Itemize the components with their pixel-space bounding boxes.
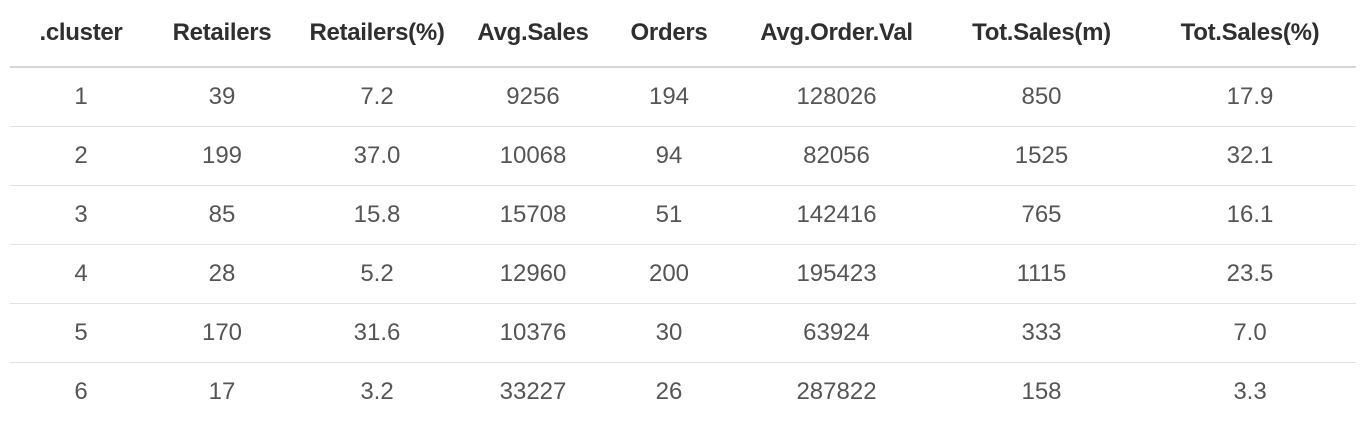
cell-avg-order-val: 142416 [734,185,939,245]
cell-avg-order-val: 287822 [796,378,877,405]
column-header-tot-sales-m: Tot.Sales(m) [939,0,1144,68]
column-header-avg-sales: Avg.Sales [462,0,604,68]
table-row: 4 28 5.2 12960 200 195423 1115 23.5 [10,244,1356,304]
cell-retailers: 17 [208,378,236,405]
column-header-tot-sales-pct: Tot.Sales(%) [1144,0,1356,68]
cell-avg-sales: 12960 [462,244,604,304]
cell-retailers-pct: 15.8 [292,185,462,245]
cell-tot-sales-pct: 23.5 [1144,244,1356,304]
table-header: .cluster Retailers Retailers(%) Avg.Sale… [10,0,1356,68]
cell-cluster: 1 [10,67,152,127]
cell-avg-order-val: 63924 [734,303,939,363]
cell-retailers-pct: 37.0 [292,126,462,186]
cell-retailers-pct: 31.6 [292,303,462,363]
table-row: 6 17 3.2 33227 26 287822 158 3.3 [10,363,1356,422]
column-header-avg-order-val: Avg.Order.Val [734,0,939,68]
cell-retailers: 85 [152,185,292,245]
column-header-orders: Orders [604,0,734,68]
cell-tot-sales-pct: 16.1 [1144,185,1356,245]
cell-avg-sales: 9256 [462,67,604,127]
header-row: .cluster Retailers Retailers(%) Avg.Sale… [10,0,1356,68]
cell-orders: 30 [604,303,734,363]
cell-cluster: 6 [74,378,88,405]
column-header-cluster: .cluster [10,0,152,68]
cell-avg-sales: 33227 [499,378,567,405]
cell-tot-sales-m: 158 [1021,378,1062,405]
cell-retailers-pct: 7.2 [292,67,462,127]
table-row: 5 170 31.6 10376 30 63924 333 7.0 [10,303,1356,363]
column-header-retailers-pct: Retailers(%) [292,0,462,68]
cell-avg-sales: 10376 [462,303,604,363]
cell-orders: 51 [604,185,734,245]
cell-tot-sales-pct: 32.1 [1144,126,1356,186]
cell-orders: 94 [604,126,734,186]
table-row: 3 85 15.8 15708 51 142416 765 16.1 [10,185,1356,245]
cell-retailers: 28 [152,244,292,304]
cell-retailers: 199 [152,126,292,186]
cell-cluster: 3 [10,185,152,245]
cell-tot-sales-m: 333 [939,303,1144,363]
cell-cluster: 2 [10,126,152,186]
cell-retailers-pct: 3.2 [360,378,394,405]
cell-cluster: 4 [10,244,152,304]
cell-tot-sales-m: 1115 [939,244,1144,304]
cell-orders: 200 [604,244,734,304]
cell-tot-sales-pct: 17.9 [1144,67,1356,127]
cell-retailers: 39 [152,67,292,127]
cell-tot-sales-pct: 7.0 [1144,303,1356,363]
cell-avg-order-val: 82056 [734,126,939,186]
table-row: 1 39 7.2 9256 194 128026 850 17.9 [10,67,1356,127]
cell-tot-sales-m: 765 [939,185,1144,245]
table-row: 2 199 37.0 10068 94 82056 1525 32.1 [10,126,1356,186]
cell-retailers: 170 [152,303,292,363]
table-body: 1 39 7.2 9256 194 128026 850 17.9 2 199 … [10,67,1356,421]
cell-retailers-pct: 5.2 [292,244,462,304]
cell-avg-sales: 10068 [462,126,604,186]
cell-avg-order-val: 128026 [734,67,939,127]
cluster-summary-table-container: .cluster Retailers Retailers(%) Avg.Sale… [10,0,1356,421]
cell-orders: 26 [655,378,683,405]
cell-tot-sales-m: 1525 [939,126,1144,186]
cell-orders: 194 [604,67,734,127]
cell-avg-order-val: 195423 [734,244,939,304]
cell-avg-sales: 15708 [462,185,604,245]
column-header-retailers: Retailers [152,0,292,68]
cell-cluster: 5 [10,303,152,363]
cell-tot-sales-pct: 3.3 [1233,378,1267,405]
cell-tot-sales-m: 850 [939,67,1144,127]
cluster-summary-table: .cluster Retailers Retailers(%) Avg.Sale… [10,0,1356,421]
